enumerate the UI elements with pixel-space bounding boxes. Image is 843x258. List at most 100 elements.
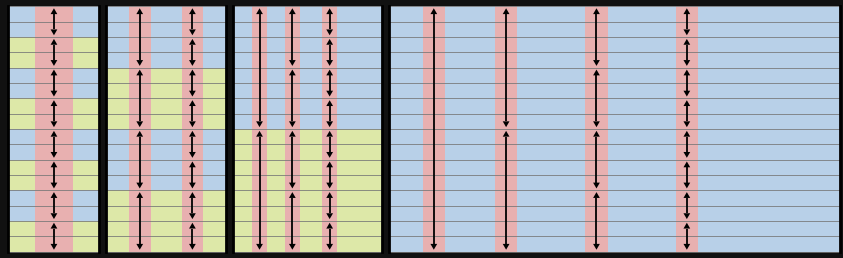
Polygon shape (189, 223, 196, 229)
Polygon shape (289, 70, 296, 75)
Polygon shape (593, 183, 600, 188)
Bar (181, 98, 203, 129)
Polygon shape (189, 29, 196, 35)
Polygon shape (137, 183, 143, 188)
Bar (8, 68, 99, 98)
Polygon shape (289, 244, 296, 250)
Polygon shape (326, 39, 333, 45)
Bar (252, 6, 267, 129)
Bar (675, 37, 698, 68)
Bar (422, 6, 445, 252)
Bar (35, 221, 73, 252)
Polygon shape (51, 244, 57, 250)
Bar (585, 190, 608, 252)
Bar (322, 6, 337, 37)
Polygon shape (502, 131, 509, 137)
Polygon shape (684, 244, 690, 250)
Polygon shape (326, 70, 333, 75)
Polygon shape (684, 39, 690, 45)
Polygon shape (431, 8, 438, 14)
Polygon shape (137, 70, 143, 75)
Polygon shape (189, 100, 196, 106)
Polygon shape (326, 213, 333, 219)
Polygon shape (51, 39, 57, 45)
Bar (675, 129, 698, 160)
Bar (8, 221, 99, 252)
Polygon shape (256, 131, 263, 137)
Polygon shape (256, 121, 263, 127)
Polygon shape (256, 8, 263, 14)
Bar (99, 6, 106, 252)
Polygon shape (593, 60, 600, 66)
Polygon shape (326, 121, 333, 127)
Polygon shape (326, 8, 333, 14)
Bar (8, 37, 99, 68)
Polygon shape (189, 192, 196, 198)
Polygon shape (684, 8, 690, 14)
Polygon shape (256, 244, 263, 250)
Polygon shape (326, 100, 333, 106)
Polygon shape (502, 121, 509, 127)
Polygon shape (51, 100, 57, 106)
Polygon shape (326, 244, 333, 250)
Polygon shape (289, 8, 296, 14)
Polygon shape (593, 121, 600, 127)
Bar (585, 6, 608, 68)
Bar (495, 129, 518, 252)
Bar (181, 221, 203, 252)
Bar (585, 129, 608, 190)
Bar (675, 160, 698, 190)
Polygon shape (326, 162, 333, 167)
Polygon shape (593, 8, 600, 14)
Polygon shape (189, 39, 196, 45)
Polygon shape (593, 70, 600, 75)
Polygon shape (684, 223, 690, 229)
Polygon shape (137, 60, 143, 66)
Bar (675, 6, 698, 37)
Bar (8, 129, 99, 160)
Polygon shape (51, 91, 57, 96)
Bar (389, 6, 840, 252)
Polygon shape (137, 8, 143, 14)
Bar (233, 129, 382, 252)
Polygon shape (137, 192, 143, 198)
Polygon shape (137, 131, 143, 137)
Bar (226, 6, 233, 252)
Polygon shape (189, 162, 196, 167)
Polygon shape (189, 131, 196, 137)
Polygon shape (51, 213, 57, 219)
Polygon shape (51, 183, 57, 188)
Polygon shape (137, 244, 143, 250)
Bar (35, 98, 73, 129)
Bar (389, 6, 840, 252)
Bar (322, 98, 337, 129)
Polygon shape (593, 192, 600, 198)
Polygon shape (289, 131, 296, 137)
Bar (322, 221, 337, 252)
Polygon shape (189, 244, 196, 250)
Polygon shape (684, 183, 690, 188)
Polygon shape (137, 121, 143, 127)
Bar (675, 190, 698, 221)
Polygon shape (502, 8, 509, 14)
Polygon shape (51, 162, 57, 167)
Polygon shape (51, 223, 57, 229)
Polygon shape (326, 91, 333, 96)
Bar (495, 6, 518, 129)
Polygon shape (289, 183, 296, 188)
Bar (675, 98, 698, 129)
Bar (129, 190, 151, 252)
Polygon shape (684, 70, 690, 75)
Bar (8, 190, 99, 221)
Polygon shape (326, 29, 333, 35)
Bar (35, 129, 73, 160)
Bar (285, 6, 300, 68)
Polygon shape (189, 60, 196, 66)
Polygon shape (684, 213, 690, 219)
Polygon shape (51, 152, 57, 158)
Polygon shape (684, 100, 690, 106)
Polygon shape (51, 8, 57, 14)
Polygon shape (189, 8, 196, 14)
Bar (106, 190, 226, 252)
Polygon shape (684, 60, 690, 66)
